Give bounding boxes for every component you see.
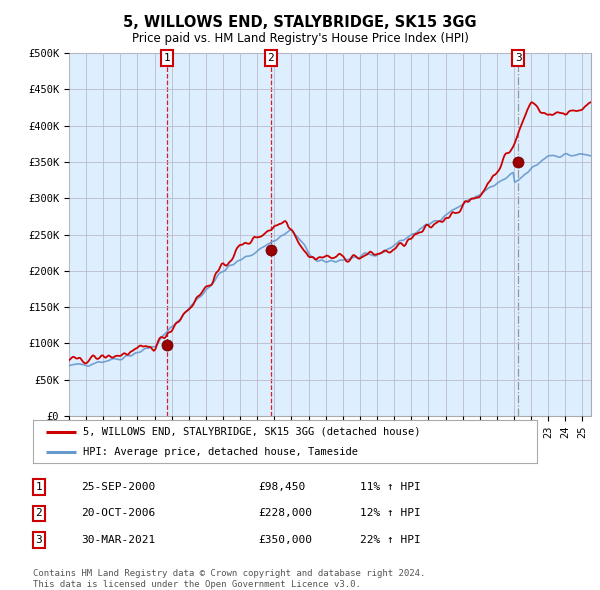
Text: 12% ↑ HPI: 12% ↑ HPI [360,509,421,518]
Text: 3: 3 [35,535,43,545]
Text: Price paid vs. HM Land Registry's House Price Index (HPI): Price paid vs. HM Land Registry's House … [131,32,469,45]
Text: 20-OCT-2006: 20-OCT-2006 [81,509,155,518]
Text: 30-MAR-2021: 30-MAR-2021 [81,535,155,545]
Text: 22% ↑ HPI: 22% ↑ HPI [360,535,421,545]
Text: 3: 3 [515,53,521,63]
Text: 5, WILLOWS END, STALYBRIDGE, SK15 3GG: 5, WILLOWS END, STALYBRIDGE, SK15 3GG [123,15,477,30]
Text: 1: 1 [164,53,170,63]
Text: £350,000: £350,000 [258,535,312,545]
Text: 2: 2 [268,53,274,63]
Text: Contains HM Land Registry data © Crown copyright and database right 2024.
This d: Contains HM Land Registry data © Crown c… [33,569,425,589]
Text: £98,450: £98,450 [258,482,305,491]
Text: 11% ↑ HPI: 11% ↑ HPI [360,482,421,491]
Text: HPI: Average price, detached house, Tameside: HPI: Average price, detached house, Tame… [83,447,358,457]
Text: 1: 1 [35,482,43,491]
Text: 5, WILLOWS END, STALYBRIDGE, SK15 3GG (detached house): 5, WILLOWS END, STALYBRIDGE, SK15 3GG (d… [83,427,421,437]
Text: 2: 2 [35,509,43,518]
Text: 25-SEP-2000: 25-SEP-2000 [81,482,155,491]
Text: £228,000: £228,000 [258,509,312,518]
